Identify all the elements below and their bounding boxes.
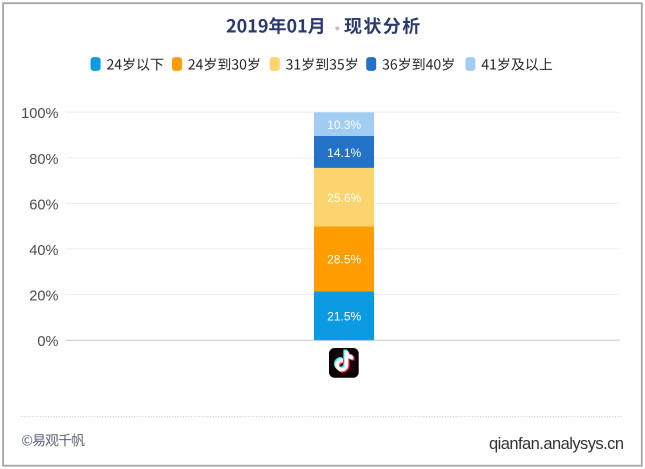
svg-text:80%: 80% bbox=[29, 152, 58, 168]
svg-text:40%: 40% bbox=[29, 243, 58, 259]
svg-text:10.3%: 10.3% bbox=[327, 118, 361, 132]
svg-text:qianfan.analysys.cn: qianfan.analysys.cn bbox=[489, 435, 624, 453]
svg-text:20%: 20% bbox=[29, 289, 58, 305]
svg-text:100%: 100% bbox=[21, 106, 58, 122]
svg-text:14.1%: 14.1% bbox=[327, 146, 361, 160]
svg-text:0%: 0% bbox=[37, 334, 58, 350]
svg-text:60%: 60% bbox=[29, 197, 58, 213]
svg-text:25.6%: 25.6% bbox=[327, 191, 361, 205]
svg-text:28.5%: 28.5% bbox=[327, 253, 361, 267]
svg-text:21.5%: 21.5% bbox=[327, 310, 361, 324]
